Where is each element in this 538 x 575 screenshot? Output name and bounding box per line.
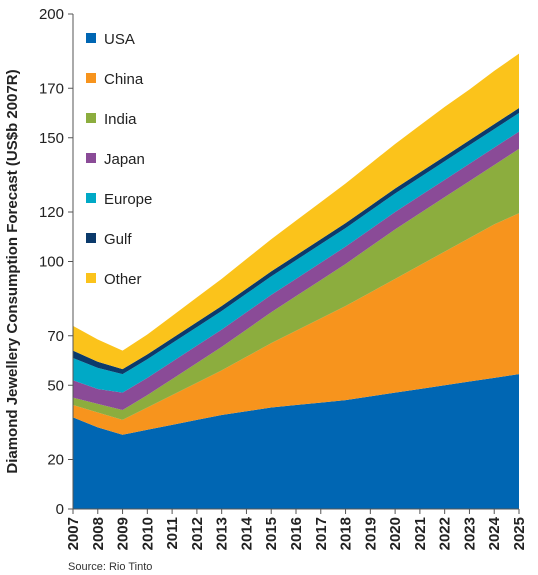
y-tick-label: 70 [47, 328, 64, 345]
x-tick-label: 2024 [486, 516, 503, 550]
x-tick-label: 2013 [214, 517, 231, 550]
legend-label-other: Other [104, 271, 142, 288]
legend-label-gulf: Gulf [104, 231, 132, 248]
legend: USA China India Japan Europe Gulf Other [86, 31, 152, 288]
x-tick-label: 2008 [90, 517, 107, 550]
y-tick-label: 170 [39, 80, 64, 97]
x-tick-label: 2014 [238, 516, 255, 550]
legend-label-usa: USA [104, 31, 135, 48]
x-tick-label: 2025 [511, 517, 528, 550]
area-series-group [73, 53, 519, 509]
y-tick-label: 20 [47, 452, 64, 469]
x-tick-label: 2023 [461, 517, 478, 550]
x-tick-label: 2017 [313, 517, 330, 550]
x-tick-label: 2011 [164, 517, 181, 550]
x-tick-label: 2015 [263, 517, 280, 550]
legend-swatch-japan [86, 153, 96, 163]
y-axis-ticks: 0 20 50 70 100 120 150 170 200 [39, 6, 73, 518]
legend-label-china: China [104, 71, 144, 88]
x-tick-label: 2018 [338, 517, 355, 550]
x-tick-label: 2019 [362, 517, 379, 550]
y-tick-label: 120 [39, 204, 64, 221]
legend-swatch-china [86, 73, 96, 83]
y-tick-label: 200 [39, 6, 64, 23]
y-tick-label: 50 [47, 377, 64, 394]
legend-label-japan: Japan [104, 151, 145, 168]
legend-swatch-gulf [86, 233, 96, 243]
area-china [73, 213, 519, 435]
area-usa [73, 374, 519, 509]
x-tick-label: 2021 [412, 517, 429, 550]
x-tick-label: 2012 [189, 517, 206, 550]
legend-label-india: India [104, 111, 137, 128]
x-tick-label: 2009 [115, 517, 132, 550]
x-axis-ticks: 2007 2008 2009 2010 2011 2012 2013 2014 2015 2016… [65, 509, 528, 550]
x-tick-label: 2020 [387, 517, 404, 550]
legend-swatch-other [86, 273, 96, 283]
x-tick-label: 2016 [288, 517, 305, 550]
legend-label-europe: Europe [104, 191, 152, 208]
legend-swatch-usa [86, 33, 96, 43]
y-tick-label: 0 [56, 501, 64, 518]
legend-swatch-india [86, 113, 96, 123]
x-tick-label: 2022 [437, 517, 454, 550]
x-tick-label: 2007 [65, 517, 82, 550]
legend-swatch-europe [86, 193, 96, 203]
y-axis-label: Diamond Jewellery Consumption Forecast (… [4, 69, 21, 473]
y-tick-label: 100 [39, 254, 64, 271]
y-tick-label: 150 [39, 130, 64, 147]
x-tick-label: 2010 [139, 517, 156, 550]
source-note: Source: Rio Tinto [68, 561, 152, 573]
